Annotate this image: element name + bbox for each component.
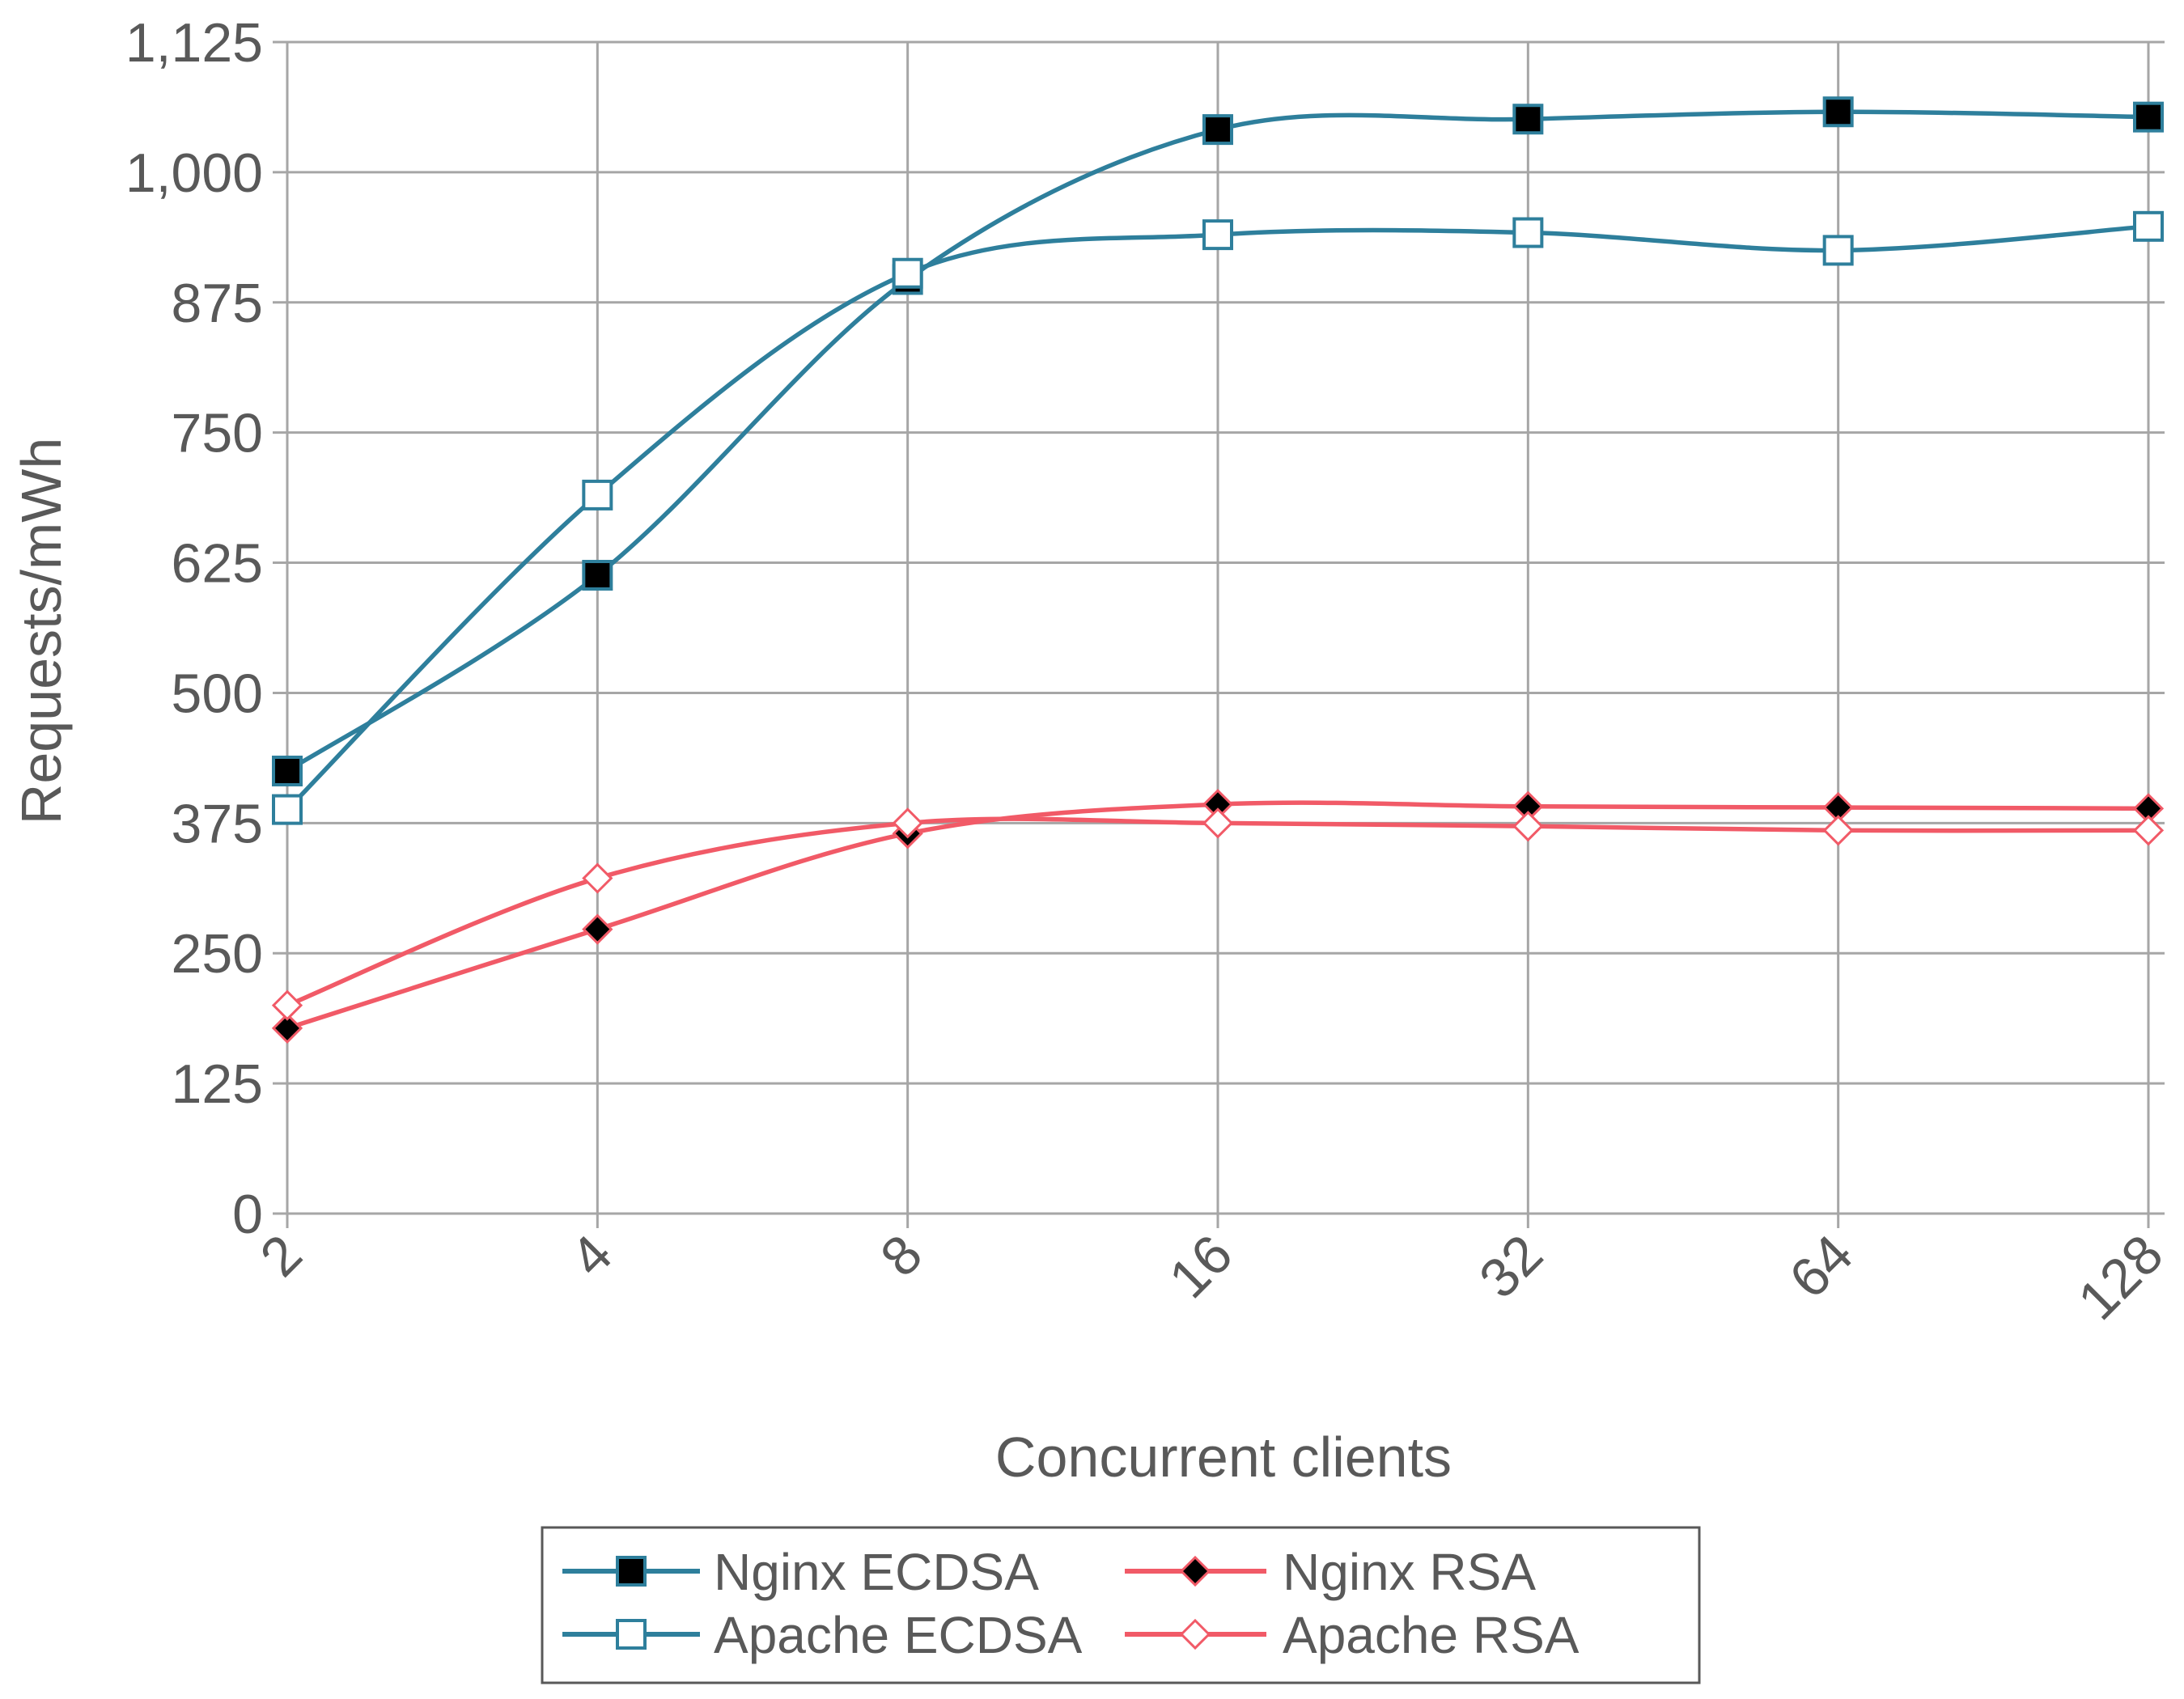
data-point-apache-ecdsa bbox=[2133, 210, 2164, 242]
x-axis-title: Concurrent clients bbox=[995, 1426, 1452, 1489]
legend-marker-nginx-rsa bbox=[1179, 1555, 1211, 1587]
y-tick-label: 750 bbox=[172, 403, 263, 464]
data-point-apache-ecdsa bbox=[582, 479, 613, 511]
legend-item-nginx-rsa: Nginx RSA bbox=[1125, 1543, 1536, 1601]
y-tick-label: 0 bbox=[232, 1184, 263, 1245]
legend-label-nginx-ecdsa: Nginx ECDSA bbox=[714, 1543, 1039, 1601]
y-axis-title: Requests/mWh bbox=[10, 438, 73, 824]
data-point-nginx-ecdsa bbox=[2133, 101, 2164, 133]
y-tick-label: 500 bbox=[172, 663, 263, 724]
x-tick-label: 64 bbox=[1778, 1223, 1864, 1310]
legend-item-nginx-ecdsa: Nginx ECDSA bbox=[562, 1543, 1039, 1601]
data-point-nginx-ecdsa bbox=[1202, 114, 1233, 146]
data-point-nginx-rsa bbox=[271, 1012, 303, 1044]
y-tick-label: 375 bbox=[172, 793, 263, 854]
data-point-apache-rsa bbox=[1822, 815, 1854, 846]
data-point-nginx-ecdsa bbox=[1512, 104, 1544, 135]
y-tick-label: 125 bbox=[172, 1053, 263, 1115]
data-point-apache-ecdsa bbox=[272, 794, 303, 825]
legend-label-apache-rsa: Apache RSA bbox=[1283, 1606, 1580, 1664]
x-tick-label: 32 bbox=[1468, 1223, 1554, 1310]
data-point-apache-ecdsa bbox=[892, 257, 923, 289]
data-point-apache-rsa bbox=[892, 807, 923, 839]
data-point-nginx-rsa bbox=[582, 913, 613, 945]
x-tick-label: 4 bbox=[558, 1223, 623, 1288]
x-tick-label: 16 bbox=[1157, 1223, 1244, 1310]
data-point-apache-ecdsa bbox=[1512, 217, 1544, 248]
data-point-apache-rsa bbox=[2132, 815, 2165, 846]
legend-marker-nginx-ecdsa bbox=[616, 1556, 647, 1587]
data-point-apache-rsa bbox=[1202, 807, 1234, 839]
legend: Nginx ECDSA Nginx RSA Apache ECDSA Apach… bbox=[541, 1526, 1701, 1684]
data-point-nginx-ecdsa bbox=[582, 560, 613, 591]
y-tick-label: 875 bbox=[172, 273, 263, 334]
x-tick-label: 128 bbox=[2067, 1223, 2175, 1332]
legend-label-apache-ecdsa: Apache ECDSA bbox=[714, 1606, 1083, 1664]
legend-label-nginx-rsa: Nginx RSA bbox=[1283, 1543, 1536, 1601]
legend-box bbox=[541, 1526, 1701, 1684]
data-point-apache-ecdsa bbox=[1202, 219, 1233, 251]
data-point-apache-ecdsa bbox=[1822, 235, 1854, 266]
y-tick-label: 250 bbox=[172, 923, 263, 985]
data-point-nginx-ecdsa bbox=[272, 755, 303, 786]
data-point-apache-rsa bbox=[582, 862, 613, 894]
data-point-nginx-ecdsa bbox=[1822, 96, 1854, 128]
y-tick-label: 1,125 bbox=[125, 12, 263, 74]
series-markers bbox=[271, 96, 2165, 1044]
legend-item-apache-rsa: Apache RSA bbox=[1125, 1606, 1580, 1664]
legend-item-apache-ecdsa: Apache ECDSA bbox=[562, 1606, 1083, 1664]
data-point-apache-rsa bbox=[271, 989, 303, 1021]
legend-marker-apache-ecdsa bbox=[616, 1619, 647, 1650]
y-tick-label: 1,000 bbox=[125, 142, 263, 204]
legend-marker-apache-rsa bbox=[1179, 1618, 1211, 1650]
data-point-apache-rsa bbox=[1512, 811, 1544, 842]
y-tick-label: 625 bbox=[172, 533, 263, 595]
x-tick-label: 8 bbox=[869, 1223, 934, 1288]
